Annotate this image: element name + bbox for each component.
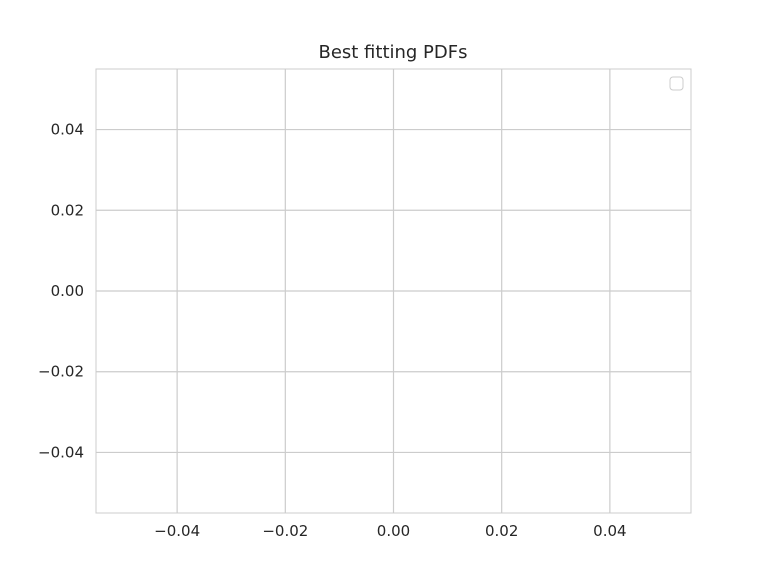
grid-lines — [96, 69, 691, 513]
y-tick-label: −0.02 — [38, 363, 84, 381]
x-tick-label: 0.00 — [377, 522, 410, 540]
y-tick-label: 0.02 — [51, 201, 84, 219]
y-tick-label: −0.04 — [38, 443, 84, 461]
x-tick-label: 0.02 — [485, 522, 518, 540]
x-tick-label: 0.04 — [593, 522, 626, 540]
chart-title: Best fitting PDFs — [318, 42, 467, 63]
x-axis-tick-labels: −0.04 −0.02 0.00 0.02 0.04 — [154, 522, 626, 540]
x-tick-label: −0.02 — [262, 522, 308, 540]
plot-area-frame — [95, 68, 692, 514]
y-tick-label: 0.04 — [51, 121, 84, 139]
legend-box — [669, 76, 684, 91]
x-tick-label: −0.04 — [154, 522, 200, 540]
y-tick-label: 0.00 — [51, 282, 84, 300]
y-axis-tick-labels: 0.04 0.02 0.00 −0.02 −0.04 — [38, 121, 84, 462]
